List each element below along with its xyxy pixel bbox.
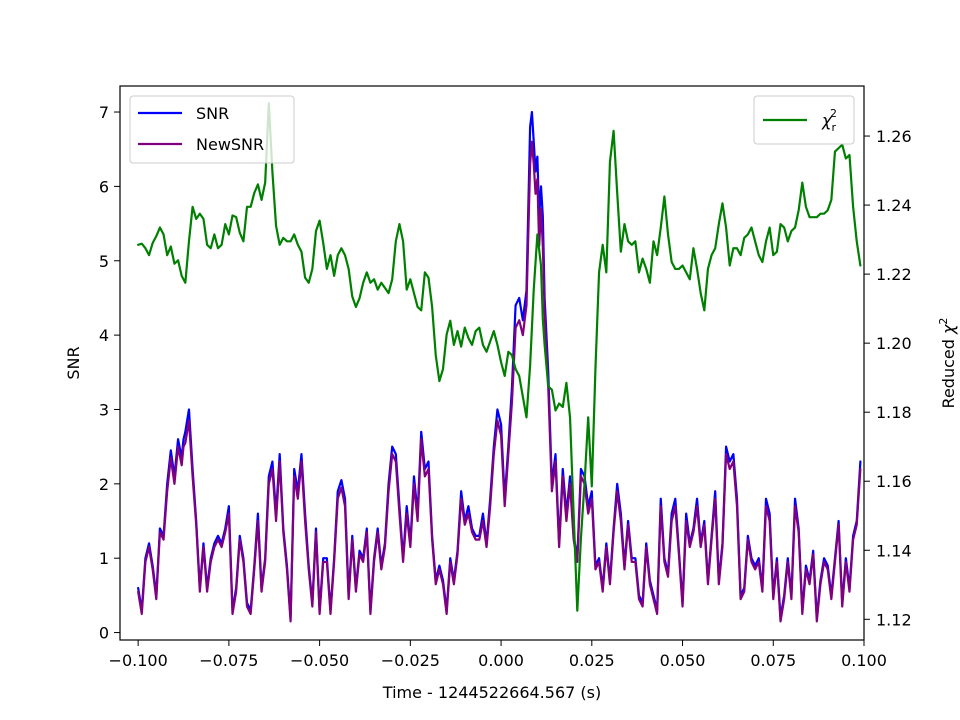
series-line--r- — [137, 102, 862, 612]
legend-chi-sub: r — [831, 121, 836, 134]
legend-chi-symbol: χ — [821, 111, 832, 130]
y-axis-left-label: SNR — [64, 346, 83, 379]
x-tick-label: −0.075 — [199, 651, 258, 670]
y-axis-right-label-sup: 2 — [937, 318, 950, 325]
y-right-tick-label: 1.22 — [876, 265, 912, 284]
series-line-newsnr — [137, 140, 862, 623]
y-left-tick-label: 3 — [99, 400, 109, 419]
x-tick-label: −0.025 — [381, 651, 440, 670]
y-axis-right-label: Reduced χ2 — [937, 318, 958, 409]
y-left-tick-label: 2 — [99, 475, 109, 494]
plot-lines — [137, 102, 862, 623]
y-left-tick-label: 4 — [99, 326, 109, 345]
x-axis-label: Time - 1244522664.567 (s) — [382, 683, 601, 702]
series-line-snr — [137, 110, 862, 619]
x-tick-label: −0.100 — [109, 651, 168, 670]
x-tick-label: 0.075 — [750, 651, 796, 670]
legend-left: SNR NewSNR — [129, 95, 295, 164]
x-tick-label: 0.000 — [478, 651, 524, 670]
y-left-tick-label: 7 — [99, 103, 109, 122]
x-tick-label: −0.050 — [290, 651, 349, 670]
y-right-tick-label: 1.20 — [876, 334, 912, 353]
y-right-tick-label: 1.12 — [876, 610, 912, 629]
legend-label-newsnr: NewSNR — [196, 135, 264, 154]
y-axis-left: 0 1 2 3 4 5 6 7 — [99, 103, 120, 643]
plot-frame — [119, 85, 865, 641]
y-axis-right-label-prefix: Reduced — [939, 334, 958, 408]
y-right-tick-label: 1.24 — [876, 196, 912, 215]
x-tick-label: 0.050 — [660, 651, 706, 670]
y-axis-right-label-symbol: χ — [939, 324, 958, 335]
y-left-tick-label: 0 — [99, 624, 109, 643]
legend-chi-sup: 2 — [830, 107, 837, 120]
y-right-tick-label: 1.18 — [876, 403, 912, 422]
y-axis-right: 1.12 1.14 1.16 1.18 1.20 1.22 1.24 1.26 — [864, 127, 912, 629]
legend-label-snr: SNR — [196, 104, 229, 123]
y-right-tick-label: 1.26 — [876, 127, 912, 146]
y-left-tick-label: 5 — [99, 252, 109, 271]
y-right-tick-label: 1.16 — [876, 472, 912, 491]
x-axis: −0.100 −0.075 −0.050 −0.025 0.000 0.025 0.050 0… — [109, 640, 887, 670]
legend-label-chi2: χr2 — [821, 107, 837, 134]
x-tick-label: 0.100 — [841, 651, 887, 670]
y-right-tick-label: 1.14 — [876, 541, 912, 560]
y-left-tick-label: 6 — [99, 177, 109, 196]
y-left-tick-label: 1 — [99, 549, 109, 568]
x-tick-label: 0.025 — [569, 651, 615, 670]
legend-right: χr2 — [753, 95, 855, 145]
